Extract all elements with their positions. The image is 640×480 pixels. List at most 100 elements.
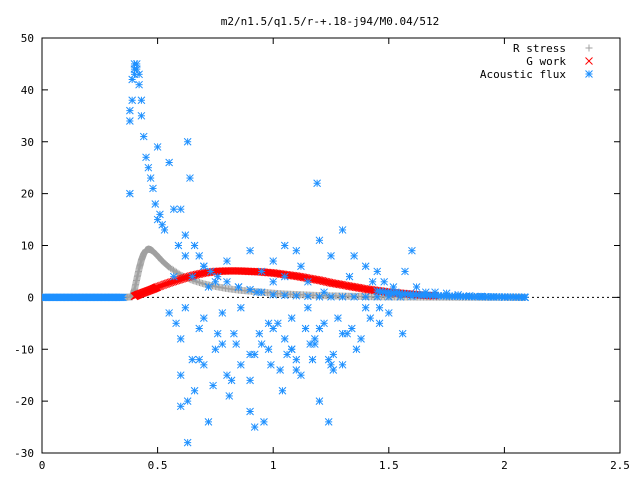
data-point <box>169 272 178 281</box>
data-point <box>408 246 416 255</box>
data-point <box>126 189 134 198</box>
data-point <box>327 252 335 260</box>
y-tick-label: -20 <box>14 395 34 408</box>
legend-label: G work <box>526 55 566 68</box>
data-point <box>334 314 342 322</box>
data-point <box>366 314 375 322</box>
y-tick-label: -10 <box>14 343 34 356</box>
data-point <box>324 355 333 364</box>
data-point <box>155 282 163 291</box>
data-point <box>304 277 312 286</box>
data-point <box>199 314 208 322</box>
data-point <box>297 262 305 271</box>
data-point <box>308 355 317 364</box>
data-point <box>159 281 168 289</box>
data-point <box>176 402 185 411</box>
data-point <box>176 335 185 343</box>
data-point <box>315 236 324 245</box>
data-point <box>163 279 172 288</box>
data-point <box>373 267 382 276</box>
data-point <box>257 340 266 348</box>
data-point <box>126 106 134 115</box>
data-point <box>350 252 358 260</box>
data-point <box>204 418 213 426</box>
data-point <box>257 267 266 276</box>
data-point <box>166 278 175 287</box>
data-point <box>181 274 189 282</box>
data-point <box>146 174 155 182</box>
data-point <box>156 282 165 290</box>
data-point <box>287 345 296 354</box>
data-point <box>186 272 195 280</box>
y-tick-label: -30 <box>14 447 34 460</box>
data-point <box>250 423 259 431</box>
data-point <box>306 340 315 348</box>
data-point <box>280 241 289 250</box>
data-point <box>190 241 199 250</box>
data-point <box>267 360 275 369</box>
data-point <box>142 153 150 162</box>
data-point <box>132 60 141 68</box>
data-point <box>144 163 153 172</box>
marks-layer <box>42 60 530 447</box>
data-point <box>137 111 146 120</box>
data-point <box>292 291 301 300</box>
data-point <box>361 293 370 301</box>
data-point <box>165 158 174 167</box>
data-point <box>292 355 301 364</box>
data-point <box>375 303 384 312</box>
data-point <box>380 277 389 286</box>
data-point <box>338 226 347 234</box>
x-tick-label: 1.5 <box>379 459 399 472</box>
data-point <box>211 277 220 286</box>
data-point <box>213 329 222 338</box>
data-point <box>158 281 166 290</box>
data-point <box>329 366 338 374</box>
y-tick-label: 50 <box>21 32 34 45</box>
data-point <box>126 117 134 125</box>
data-point <box>209 381 217 390</box>
y-tick-label: 0 <box>27 291 34 304</box>
data-point <box>338 360 347 369</box>
data-point <box>320 288 328 297</box>
data-point <box>128 96 137 105</box>
data-point <box>135 70 143 79</box>
data-point <box>287 314 296 322</box>
data-point <box>280 272 289 281</box>
data-point <box>345 272 354 281</box>
series-2 <box>42 60 530 447</box>
data-point <box>236 360 245 369</box>
data-point <box>204 283 213 291</box>
data-point <box>412 283 421 291</box>
data-point <box>183 438 192 447</box>
x-tick-label: 0 <box>39 459 46 472</box>
data-point <box>223 257 231 265</box>
data-point <box>172 319 180 328</box>
data-point <box>280 335 289 343</box>
data-point <box>225 392 234 400</box>
x-tick-label: 0.5 <box>148 459 168 472</box>
data-point <box>280 291 289 300</box>
legend-marker <box>585 44 593 52</box>
data-point <box>179 274 188 283</box>
data-point <box>176 275 185 284</box>
data-point <box>338 293 347 301</box>
data-point <box>137 96 146 105</box>
data-point <box>269 277 278 286</box>
data-point <box>361 303 370 312</box>
data-point <box>269 257 278 265</box>
data-point <box>188 355 197 364</box>
data-point <box>168 278 176 286</box>
data-point <box>162 280 171 288</box>
legend-marker <box>585 70 593 78</box>
data-point <box>151 200 160 208</box>
data-point <box>135 80 143 89</box>
data-point <box>297 371 305 380</box>
data-point <box>292 246 301 255</box>
data-point <box>327 293 335 301</box>
data-point <box>171 277 179 285</box>
data-point <box>246 246 254 255</box>
data-point <box>211 345 220 354</box>
